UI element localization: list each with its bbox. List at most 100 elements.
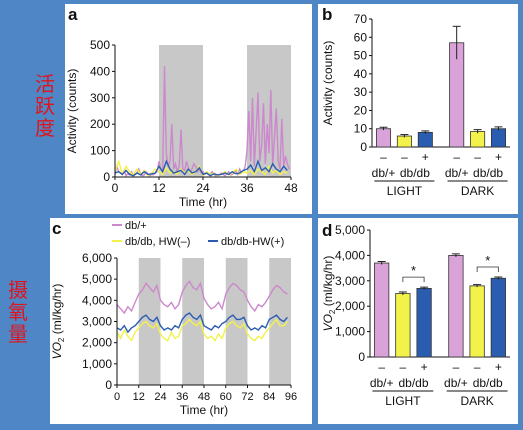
panel-d-y-tick-label: 3,000 — [335, 274, 365, 288]
panel-b-category-label-3: db/db — [473, 166, 503, 180]
panel-b-hw-sign-2: + — [422, 150, 429, 164]
panel-c-y-tick-label: 5,000 — [82, 272, 112, 286]
panel-d-category-label-1: db/db — [398, 376, 428, 390]
panel-b-hw-sign-3: – — [453, 150, 460, 164]
panel-d-hw-sign-0: – — [378, 360, 385, 374]
panel-b-y-axis-label: Activity (counts) — [321, 41, 335, 126]
panel-a-y-axis-label: Activity (counts) — [65, 69, 79, 154]
panel-d-category-label-3: db/db — [473, 376, 503, 390]
panel-letter-d: d — [322, 221, 332, 240]
panel-c-x-tick-label: 12 — [133, 391, 145, 403]
panel-b-hw-sign-4: – — [474, 150, 481, 164]
panel-b-bar-1 — [396, 135, 412, 148]
panel-c-x-tick-label: 84 — [263, 391, 275, 403]
panel-c-x-axis-label: Time (hr) — [180, 403, 228, 417]
panel-c-x-tick-label: 96 — [285, 391, 297, 403]
panel-c-dark-period-2 — [225, 258, 248, 385]
panel-b-y-tick-label: 70 — [354, 12, 368, 26]
panel-d-y-tick-label: 1,000 — [335, 325, 365, 339]
panel-d-bar-0 — [374, 262, 390, 358]
panel-b-y-tick-label: 60 — [354, 30, 368, 44]
panel-d-hw-sign-3: – — [453, 360, 460, 374]
panel-c-series-line-1 — [116, 318, 288, 342]
panel-c-series-line-2 — [116, 312, 288, 334]
panel-d-y-tick-label: 4,000 — [335, 248, 365, 262]
panel-letter-b: b — [322, 5, 332, 24]
panel-d-significance-star-1: * — [485, 253, 490, 268]
panel-b-background — [318, 4, 518, 214]
panel-b-category-label-1: db/db — [400, 166, 430, 180]
panel-a-x-tick-label: 24 — [196, 181, 210, 195]
panel-c-y-tick-label: 4,000 — [82, 293, 112, 307]
panel-d-category-label-2: db/+ — [444, 376, 468, 390]
panel-c-series-line-0 — [116, 280, 288, 315]
panel-d-group-label-0: LIGHT — [385, 394, 421, 408]
panel-c-legend-label-0: db/+ — [125, 220, 147, 232]
panel-b-hw-sign-1: – — [401, 150, 408, 164]
oxygen-uptake-side-label: 摄氧量 — [8, 278, 28, 346]
panel-d-category-label-0: db/+ — [370, 376, 394, 390]
panel-d-group-label-1: DARK — [460, 394, 493, 408]
panel-d-hw-sign-5: + — [495, 360, 502, 374]
panel-d-bar-5 — [490, 277, 506, 358]
panel-b-group-label-1: DARK — [461, 184, 494, 198]
panel-c-x-tick-label: 48 — [198, 391, 210, 403]
panel-b-y-tick-label: 50 — [354, 49, 368, 63]
panel-a-x-tick-label: 36 — [240, 181, 254, 195]
panel-c-y-tick-label: 2,000 — [82, 336, 112, 350]
panel-b-bar-4 — [470, 131, 486, 148]
panel-b-category-label-2: db/+ — [445, 166, 469, 180]
panel-c-y-axis-label: VO2 (ml/kg/hr) — [50, 284, 66, 360]
panel-b-bar-5 — [490, 128, 507, 148]
panel-a-x-tick-label: 12 — [152, 181, 166, 195]
panel-letter-c: c — [52, 219, 61, 238]
panel-b-y-tick-label: 30 — [354, 85, 368, 99]
panel-letter-a: a — [68, 5, 78, 24]
panel-d-hw-sign-2: + — [421, 360, 428, 374]
panel-a-series-line-2 — [114, 159, 288, 177]
panel-c-y-tick-label: 6,000 — [82, 251, 112, 265]
panel-a-x-axis-label: Time (hr) — [179, 195, 227, 209]
panel-c-legend-label-1: db/db, HW(–) — [125, 236, 190, 248]
panel-b-group-label-0: LIGHT — [387, 184, 423, 198]
activity-side-label: 活跃度 — [35, 72, 55, 140]
panel-c-y-tick-label: 0 — [105, 378, 112, 392]
panel-d-significance-star-0: * — [411, 263, 416, 278]
panel-a-y-tick-label: 100 — [90, 144, 110, 158]
panel-d-y-tick-label: 5,000 — [335, 223, 365, 237]
panel-b-y-tick-label: 0 — [360, 140, 367, 154]
panel-a-y-tick-label: 400 — [90, 64, 110, 78]
panel-c-y-tick-label: 1,000 — [82, 357, 112, 371]
panel-d-y-tick-label: 0 — [358, 350, 365, 364]
panel-a-y-tick-label: 0 — [103, 170, 110, 184]
panel-d-significance-bracket-0 — [402, 276, 425, 283]
panel-c-x-tick-label: 0 — [114, 391, 120, 403]
panel-b-y-tick-label: 10 — [354, 122, 368, 136]
panel-d-bar-4 — [469, 285, 485, 358]
panel-c-dark-period-3 — [269, 258, 291, 385]
panel-c-dark-period-0 — [138, 258, 161, 385]
panel-b-category-label-0: db/+ — [372, 166, 396, 180]
panel-d-y-tick-label: 2,000 — [335, 299, 365, 313]
panel-c-x-tick-label: 72 — [241, 391, 253, 403]
panel-a-y-tick-label: 200 — [90, 117, 110, 131]
panel-c-y-tick-label: 3,000 — [82, 315, 112, 329]
panel-a-x-tick-label: 48 — [284, 181, 298, 195]
panel-d-y-axis-label: VO2 (ml/kg/hr) — [321, 256, 337, 332]
panel-b-bar-2 — [417, 131, 433, 148]
panel-d-bar-3 — [448, 254, 464, 358]
panel-c-x-tick-label: 36 — [176, 391, 188, 403]
panel-a-y-tick-label: 500 — [90, 38, 110, 52]
panel-a-x-tick-label: 0 — [112, 181, 119, 195]
panel-a-y-tick-label: 300 — [90, 91, 110, 105]
panel-d-hw-sign-4: – — [474, 360, 481, 374]
panel-c-x-tick-label: 24 — [154, 391, 166, 403]
panel-d-bar-1 — [395, 293, 411, 358]
panel-c-legend-label-2: db/db-HW(+) — [221, 236, 284, 248]
panel-d-hw-sign-1: – — [400, 360, 407, 374]
panel-b-bar-0 — [375, 128, 392, 148]
panel-c-dark-period-1 — [182, 258, 204, 385]
panel-d-bar-2 — [416, 288, 432, 358]
panel-b-hw-sign-5: + — [495, 150, 502, 164]
